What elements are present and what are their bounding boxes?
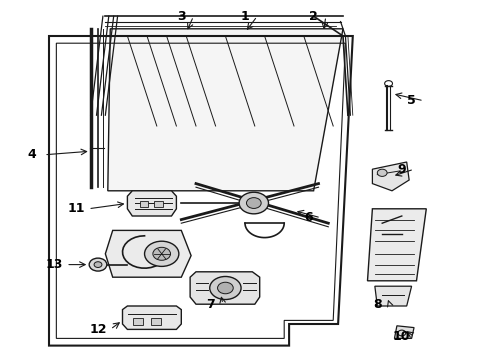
Polygon shape — [394, 326, 414, 338]
Circle shape — [246, 198, 261, 208]
Circle shape — [89, 258, 107, 271]
Circle shape — [210, 276, 241, 300]
Polygon shape — [368, 209, 426, 281]
Text: 10: 10 — [393, 330, 411, 343]
Polygon shape — [122, 306, 181, 329]
FancyBboxPatch shape — [133, 318, 143, 325]
Text: 7: 7 — [206, 298, 215, 311]
Text: 12: 12 — [89, 323, 107, 336]
Text: 8: 8 — [373, 298, 382, 311]
Text: 11: 11 — [67, 202, 85, 215]
Circle shape — [145, 241, 179, 266]
FancyBboxPatch shape — [140, 201, 148, 207]
Polygon shape — [127, 191, 176, 216]
Text: 9: 9 — [397, 163, 406, 176]
Circle shape — [239, 192, 269, 214]
Text: 5: 5 — [407, 94, 416, 107]
Circle shape — [94, 262, 102, 267]
Circle shape — [377, 169, 387, 176]
Text: 4: 4 — [27, 148, 36, 161]
Polygon shape — [372, 162, 409, 191]
Circle shape — [218, 282, 233, 294]
Text: 6: 6 — [304, 211, 313, 224]
Text: 13: 13 — [45, 258, 63, 271]
Polygon shape — [190, 272, 260, 304]
Circle shape — [153, 247, 171, 260]
Polygon shape — [108, 29, 343, 191]
FancyBboxPatch shape — [154, 201, 163, 207]
Text: 1: 1 — [241, 10, 249, 23]
FancyBboxPatch shape — [151, 318, 161, 325]
Text: 3: 3 — [177, 10, 186, 23]
Text: 2: 2 — [309, 10, 318, 23]
Polygon shape — [105, 230, 191, 277]
Polygon shape — [375, 286, 412, 306]
